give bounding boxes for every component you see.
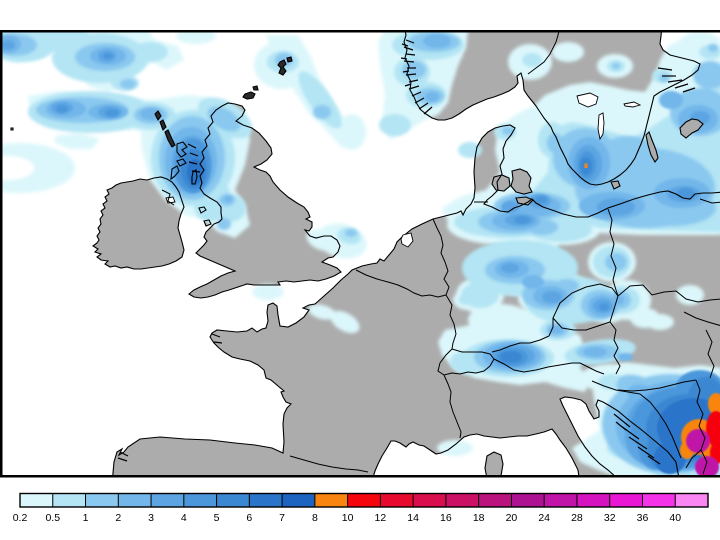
svg-text:20: 20 [506,512,518,524]
svg-text:2: 2 [115,512,121,524]
svg-text:7: 7 [279,512,285,524]
svg-text:3: 3 [148,512,154,524]
svg-text:40: 40 [669,512,681,524]
svg-text:6: 6 [246,512,252,524]
svg-text:32: 32 [604,512,616,524]
svg-text:18: 18 [473,512,485,524]
svg-text:5: 5 [214,512,220,524]
svg-text:12: 12 [375,512,387,524]
svg-text:1: 1 [83,512,89,524]
svg-text:28: 28 [571,512,583,524]
svg-text:0.2: 0.2 [13,512,28,524]
svg-text:14: 14 [407,512,419,524]
svg-text:16: 16 [440,512,452,524]
svg-text:4: 4 [181,512,187,524]
svg-text:10: 10 [342,512,354,524]
svg-text:36: 36 [637,512,649,524]
svg-text:0.5: 0.5 [45,512,60,524]
svg-text:24: 24 [538,512,550,524]
svg-text:8: 8 [312,512,318,524]
